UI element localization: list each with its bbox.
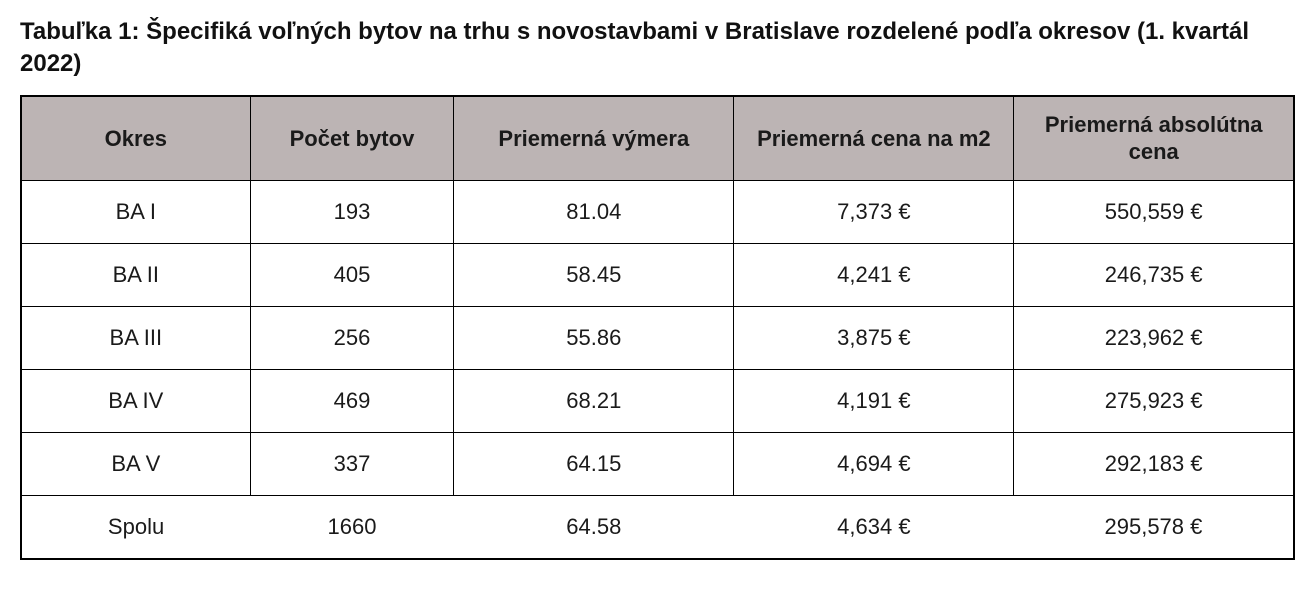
col-header-cena-m2: Priemerná cena na m2	[734, 96, 1014, 181]
cell-cena-m2: 3,875 €	[734, 306, 1014, 369]
table-header-row: Okres Počet bytov Priemerná výmera Priem…	[21, 96, 1294, 181]
cell-okres: BA III	[21, 306, 250, 369]
cell-abs-cena: 292,183 €	[1014, 432, 1294, 495]
cell-vymera: 68.21	[454, 369, 734, 432]
table-row: BA I 193 81.04 7,373 € 550,559 €	[21, 180, 1294, 243]
cell-cena-m2: 4,191 €	[734, 369, 1014, 432]
table-row: BA III 256 55.86 3,875 € 223,962 €	[21, 306, 1294, 369]
cell-cena-m2: 7,373 €	[734, 180, 1014, 243]
table-row: BA II 405 58.45 4,241 € 246,735 €	[21, 243, 1294, 306]
cell-abs-cena: 295,578 €	[1014, 495, 1294, 559]
cell-cena-m2: 4,241 €	[734, 243, 1014, 306]
cell-pocet: 405	[250, 243, 454, 306]
col-header-abs-cena: Priemerná absolútna cena	[1014, 96, 1294, 181]
cell-cena-m2: 4,694 €	[734, 432, 1014, 495]
cell-abs-cena: 246,735 €	[1014, 243, 1294, 306]
col-header-okres: Okres	[21, 96, 250, 181]
cell-pocet: 1660	[250, 495, 454, 559]
cell-vymera: 64.58	[454, 495, 734, 559]
cell-pocet: 193	[250, 180, 454, 243]
cell-pocet: 256	[250, 306, 454, 369]
cell-okres: BA II	[21, 243, 250, 306]
cell-vymera: 58.45	[454, 243, 734, 306]
cell-cena-m2: 4,634 €	[734, 495, 1014, 559]
col-header-pocet: Počet bytov	[250, 96, 454, 181]
cell-vymera: 81.04	[454, 180, 734, 243]
apartments-table: Okres Počet bytov Priemerná výmera Priem…	[20, 95, 1295, 560]
cell-vymera: 55.86	[454, 306, 734, 369]
cell-pocet: 337	[250, 432, 454, 495]
table-row: BA V 337 64.15 4,694 € 292,183 €	[21, 432, 1294, 495]
cell-abs-cena: 550,559 €	[1014, 180, 1294, 243]
cell-abs-cena: 275,923 €	[1014, 369, 1294, 432]
cell-pocet: 469	[250, 369, 454, 432]
cell-okres: Spolu	[21, 495, 250, 559]
cell-okres: BA IV	[21, 369, 250, 432]
cell-vymera: 64.15	[454, 432, 734, 495]
table-summary-row: Spolu 1660 64.58 4,634 € 295,578 €	[21, 495, 1294, 559]
cell-okres: BA V	[21, 432, 250, 495]
cell-abs-cena: 223,962 €	[1014, 306, 1294, 369]
table-row: BA IV 469 68.21 4,191 € 275,923 €	[21, 369, 1294, 432]
cell-okres: BA I	[21, 180, 250, 243]
col-header-vymera: Priemerná výmera	[454, 96, 734, 181]
table-title: Tabuľka 1: Špecifiká voľných bytov na tr…	[20, 16, 1295, 81]
